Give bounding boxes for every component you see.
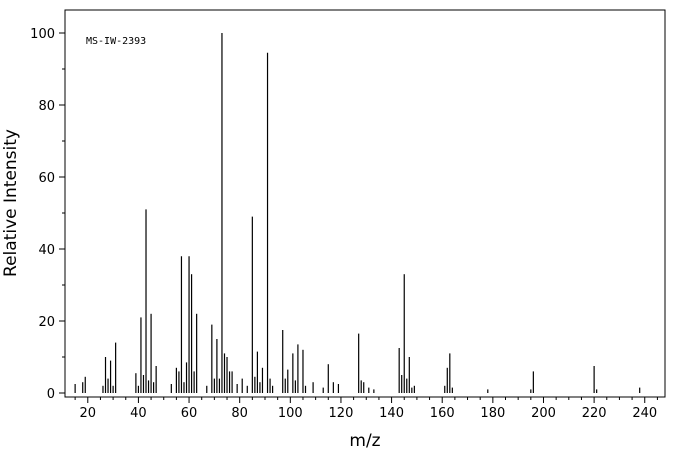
plot-frame bbox=[64, 9, 666, 398]
x-tick-label: 180 bbox=[480, 406, 505, 421]
y-tick-label: 100 bbox=[30, 27, 55, 42]
y-tick-label: 20 bbox=[38, 315, 55, 330]
x-tick-label: 100 bbox=[278, 406, 303, 421]
x-tick-label: 200 bbox=[531, 406, 556, 421]
x-tick-label: 240 bbox=[632, 406, 657, 421]
x-tick-label: 20 bbox=[80, 406, 97, 421]
x-tick-label: 220 bbox=[582, 406, 607, 421]
x-tick-label: 140 bbox=[379, 406, 404, 421]
y-tick-label: 60 bbox=[38, 171, 55, 186]
y-tick-label: 80 bbox=[38, 99, 55, 114]
x-tick-label: 160 bbox=[430, 406, 455, 421]
y-axis-label: Relative Intensity bbox=[1, 129, 21, 277]
y-tick-label: 0 bbox=[47, 387, 55, 402]
x-tick-label: 80 bbox=[231, 406, 248, 421]
annotation: MS-IW-2393 bbox=[86, 36, 146, 47]
x-axis-label: m/z bbox=[349, 431, 380, 451]
x-tick-label: 120 bbox=[329, 406, 354, 421]
x-tick-label: 40 bbox=[130, 406, 147, 421]
y-tick-label: 40 bbox=[38, 243, 55, 258]
x-tick-label: 60 bbox=[181, 406, 198, 421]
